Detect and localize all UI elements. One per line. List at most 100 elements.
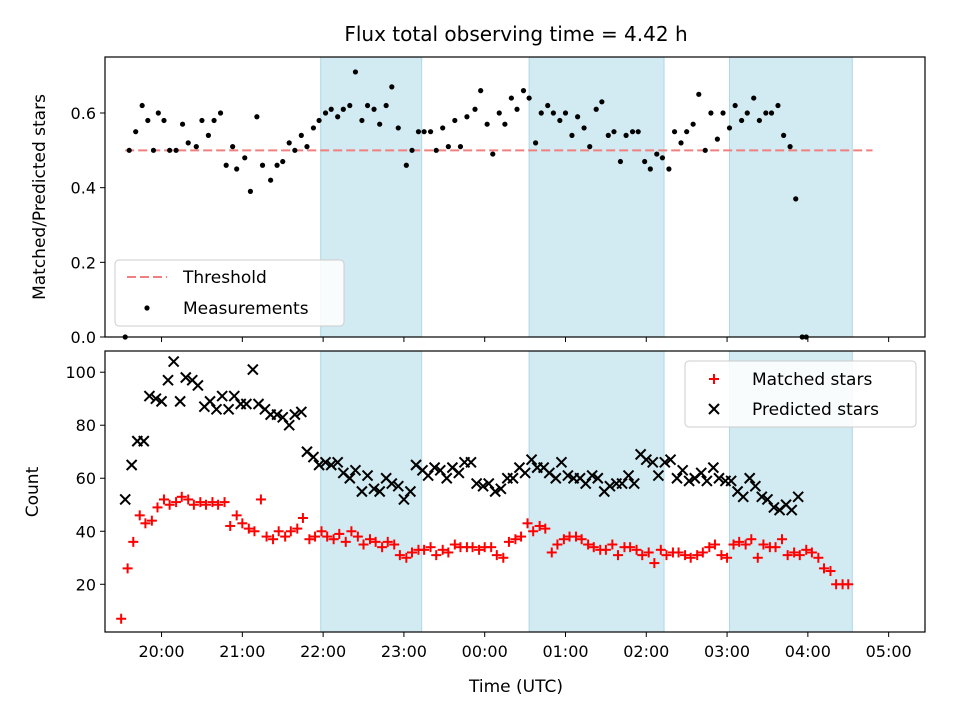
predicted-star-point [428, 461, 441, 474]
predicted-star-point [361, 469, 374, 482]
measurement-point [205, 132, 212, 138]
measurement-point [714, 136, 720, 142]
predicted-star-point-b [192, 379, 204, 392]
bottom-y-tick-label: 40 [76, 522, 96, 541]
matched-star-point [770, 542, 781, 553]
predicted-star-point [162, 374, 174, 386]
predicted-star-point-b [470, 477, 483, 490]
predicted-star-point [404, 485, 417, 498]
bottom-legend: Matched stars Predicted stars [684, 360, 917, 428]
measurement-point [726, 125, 733, 131]
count-panel: 20 40 60 80 100 20:00 21:00 22:00 23:00 00:00 01:… [23, 350, 926, 697]
measurement-point [623, 132, 629, 138]
predicted-star-point-b [422, 469, 434, 482]
measurement-point [211, 117, 217, 124]
predicted-star-point [519, 467, 531, 479]
measurement-point [335, 114, 341, 120]
predicted-star-point-b [204, 395, 216, 408]
predicted-star-point [192, 379, 204, 392]
measurement-point [684, 129, 690, 135]
predicted-star-point-b [240, 398, 253, 410]
predicted-star-point [247, 363, 259, 376]
predicted-star-point [331, 456, 344, 469]
matched-star-point [437, 544, 448, 555]
predicted-star-point [495, 483, 507, 495]
predicted-star-point-b [410, 459, 422, 471]
predicted-star-point-b [380, 472, 392, 484]
predicted-star-point-b [252, 398, 265, 410]
measurement-point [259, 162, 266, 168]
predicted-star-point [756, 491, 768, 503]
predicted-star-point [210, 403, 223, 416]
predicted-star-point-b [361, 469, 374, 482]
bottom-y-tick-label: 60 [76, 469, 96, 488]
measurement-point [744, 110, 750, 116]
matched-star-point [297, 513, 308, 524]
predicted-star-point-b [368, 483, 380, 495]
measurement-point [550, 110, 556, 116]
top-y-tick-label: 0.4 [71, 179, 96, 198]
measurement-point [472, 106, 478, 112]
predicted-star-point [143, 390, 156, 402]
predicted-star-point [749, 480, 762, 492]
predicted-star-point-b [416, 464, 429, 476]
predicted-star-point [216, 390, 228, 402]
predicted-star-point-b [441, 472, 453, 484]
matched-star-point [546, 547, 557, 558]
matched-star-point [637, 550, 648, 561]
measurement-point [793, 196, 799, 202]
predicted-star-point-b [325, 459, 337, 471]
matched-star-point [364, 534, 375, 545]
matched-star-point [843, 579, 854, 590]
matched-star-point [304, 534, 315, 545]
measurement-point [647, 166, 653, 172]
predicted-star-point [174, 395, 186, 408]
measurement-point [605, 132, 611, 138]
measurement-point [427, 129, 434, 135]
measurement-point [173, 147, 179, 153]
predicted-star-point-b [622, 469, 635, 482]
matched-star-point [346, 526, 357, 537]
predicted-star-point [368, 483, 380, 495]
matched-star-point [419, 544, 430, 555]
predicted-star-point-b [247, 363, 259, 376]
predicted-star-point [289, 408, 301, 421]
predicted-star-point [792, 491, 804, 503]
matched-star-point [352, 531, 363, 542]
matched-star-point [394, 550, 405, 561]
predicted-star-point-b [119, 493, 131, 506]
predicted-star-point-b [537, 461, 550, 474]
measurement-point [545, 102, 551, 109]
measurement-point [575, 114, 581, 120]
predicted-star-point-b [392, 480, 404, 492]
measurement-point [654, 151, 660, 157]
measurement-point [389, 84, 395, 90]
measurement-point [452, 117, 458, 124]
matched-star-point [140, 518, 151, 529]
measurement-point [234, 166, 240, 172]
measurement-point [581, 125, 587, 131]
predicted-star-point-b [592, 472, 604, 484]
measurement-point [502, 121, 508, 127]
matched-star-point [474, 544, 485, 555]
predicted-star-point-b [519, 467, 531, 479]
measurement-point [199, 117, 205, 124]
predicted-star-point-b [743, 472, 756, 484]
predicted-star-point [768, 501, 780, 514]
measurement-point [671, 129, 678, 135]
predicted-star-point-b [671, 472, 683, 484]
predicted-star-point [441, 472, 453, 484]
measurement-point [642, 158, 648, 165]
predicted-star-point-b [373, 485, 386, 498]
matched-star-point [528, 526, 539, 537]
matched-star-point [510, 534, 521, 545]
predicted-star-point-b [307, 451, 320, 463]
matched-star-point [213, 499, 224, 510]
x-tick-label: 04:00 [785, 642, 831, 661]
top-y-tick-label: 0.0 [71, 328, 96, 347]
measurement-point [254, 114, 260, 120]
predicted-star-point-b [283, 419, 295, 431]
predicted-star-point [319, 456, 332, 469]
predicted-star-point [550, 472, 562, 484]
predicted-star-point [277, 411, 289, 423]
